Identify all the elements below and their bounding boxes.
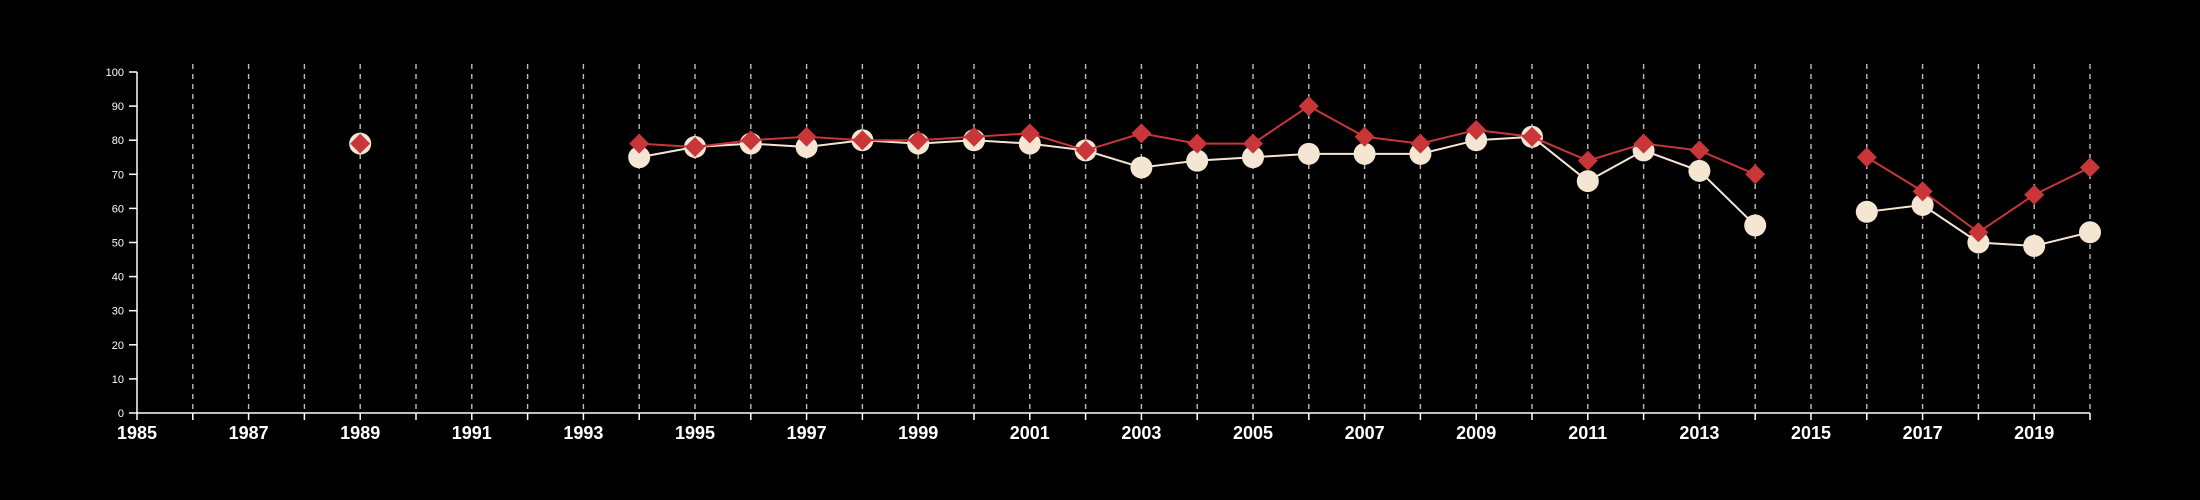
data-point <box>1354 126 1375 147</box>
data-point <box>1298 96 1319 117</box>
data-point <box>1744 214 1767 237</box>
data-point <box>1633 133 1654 154</box>
series-1 <box>349 125 2101 257</box>
data-point <box>1466 119 1487 140</box>
data-point <box>795 136 818 159</box>
x-tick-label: 1999 <box>898 423 938 443</box>
data-point <box>1745 164 1766 185</box>
y-tick-label: 60 <box>112 203 124 215</box>
y-tick-label: 20 <box>112 340 124 352</box>
data-point <box>2024 184 2045 205</box>
data-point <box>1187 133 1208 154</box>
data-point <box>852 130 873 151</box>
data-point <box>1297 142 1320 165</box>
data-point <box>1242 146 1264 169</box>
data-point <box>2023 234 2046 257</box>
data-point <box>796 126 817 147</box>
data-point <box>1855 200 1878 223</box>
x-tick-label: 1991 <box>452 423 492 443</box>
data-point <box>1409 142 1432 165</box>
data-point <box>1911 193 1934 216</box>
x-tick-label: 1993 <box>563 423 603 443</box>
y-tick-label: 40 <box>112 272 124 284</box>
data-point <box>1688 159 1711 182</box>
x-tick-label: 2003 <box>1121 423 1161 443</box>
y-tick-label: 10 <box>112 374 124 386</box>
data-point <box>1131 123 1152 144</box>
data-point <box>1522 126 1542 147</box>
data-point <box>1130 156 1153 179</box>
axes: 0 10 20 30 40 50 60 70 80 90 100 1985 1987 1989 1991 19… <box>106 67 2091 443</box>
data-point <box>1018 132 1041 155</box>
y-tick-label: 70 <box>112 169 124 181</box>
x-tick-label: 2007 <box>1345 423 1385 443</box>
gridlines <box>192 64 2091 413</box>
data-point <box>1019 123 1040 144</box>
x-tick-label: 2017 <box>1903 423 1943 443</box>
x-tick-label: 2015 <box>1791 423 1831 443</box>
y-tick-label: 100 <box>106 67 124 79</box>
data-point <box>1689 140 1710 161</box>
data-point <box>964 126 984 147</box>
x-tick-label: 2001 <box>1010 423 1050 443</box>
data-point <box>628 146 651 169</box>
data-point <box>1186 149 1209 172</box>
x-tick-label: 1995 <box>675 423 715 443</box>
x-tick-label: 2013 <box>1679 423 1719 443</box>
x-tick-label: 1989 <box>340 423 380 443</box>
x-tick-label: 1997 <box>787 423 827 443</box>
data-point <box>1856 147 1877 168</box>
x-tick-label: 2009 <box>1456 423 1496 443</box>
y-tick-label: 80 <box>112 135 124 147</box>
data-point <box>1410 133 1431 154</box>
series-2 <box>350 96 2100 243</box>
data-point <box>1353 142 1376 165</box>
y-tick-label: 0 <box>118 408 124 420</box>
series <box>349 96 2101 257</box>
data-point <box>2079 221 2101 244</box>
data-point <box>1243 133 1263 154</box>
x-tick-label: 2019 <box>2014 423 2054 443</box>
data-point <box>629 133 650 154</box>
data-point <box>685 137 705 158</box>
data-point <box>1912 181 1933 202</box>
data-point <box>350 133 371 154</box>
data-point <box>1967 231 1990 254</box>
x-tick-label: 2011 <box>1568 423 1607 443</box>
x-tick-label: 2005 <box>1233 423 1273 443</box>
data-point <box>1576 170 1599 193</box>
data-point <box>740 130 761 151</box>
data-point <box>2080 157 2100 178</box>
x-tick-label: 1987 <box>229 423 269 443</box>
data-point <box>1075 140 1096 161</box>
data-point <box>1577 150 1598 171</box>
y-tick-label: 90 <box>112 101 124 113</box>
x-tick-label: 1985 <box>117 423 157 443</box>
y-tick-label: 50 <box>112 238 124 250</box>
y-tick-label: 30 <box>112 306 124 318</box>
data-point <box>908 130 929 151</box>
data-point <box>1465 129 1488 152</box>
data-point <box>1968 222 1989 243</box>
